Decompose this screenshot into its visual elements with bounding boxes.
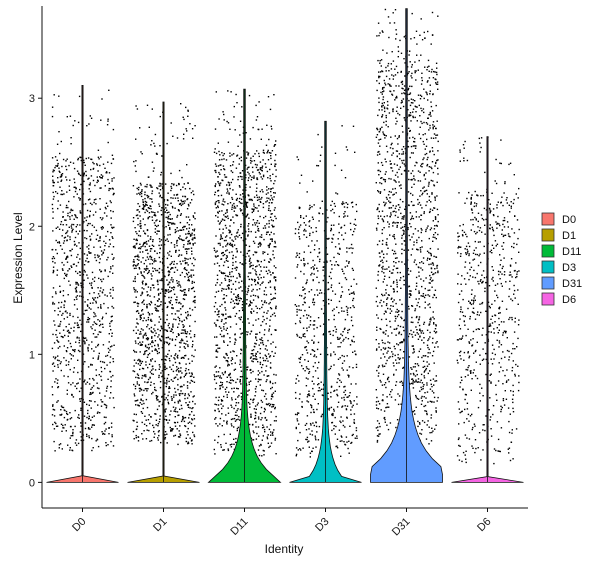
legend-swatch-D31 — [541, 276, 555, 290]
y-tick-label-3: 3 — [29, 93, 35, 105]
x-tick-label-D1: D1 — [151, 516, 169, 534]
legend: D0 D1 D11 D3 D31 D6 — [541, 212, 582, 306]
legend-label-D6: D6 — [562, 294, 576, 306]
x-axis-title: Identity — [265, 542, 304, 556]
violins-layer — [46, 8, 524, 483]
jitter-points-layer — [51, 8, 520, 465]
x-tick-label-D31: D31 — [390, 516, 413, 539]
y-tick-label-1: 1 — [29, 349, 35, 361]
legend-swatch-D3 — [541, 260, 555, 274]
legend-label-D11: D11 — [562, 246, 581, 258]
legend-label-D3: D3 — [562, 262, 576, 274]
jitter-points-D31 — [375, 8, 439, 446]
y-axis-title: Expression Level — [11, 212, 25, 303]
x-tick-label-D11: D11 — [228, 516, 250, 538]
y-tick-label-2: 2 — [29, 221, 35, 233]
legend-label-D1: D1 — [562, 230, 576, 242]
legend-swatch-D11 — [541, 244, 555, 258]
jitter-points-D11 — [213, 90, 277, 457]
jitter-points-D1 — [132, 103, 196, 446]
x-tick-label-D6: D6 — [475, 516, 493, 534]
x-tick-label-D0: D0 — [70, 516, 88, 534]
legend-swatch-D1 — [541, 228, 555, 242]
legend-label-D0: D0 — [562, 214, 576, 226]
x-tick-label-D3: D3 — [313, 516, 331, 534]
legend-label-D31: D31 — [562, 278, 582, 290]
axes-layer: 0 1 2 3 D0 D1 D11 D3 D31 D6 — [29, 6, 528, 538]
legend-swatch-D0 — [541, 212, 555, 226]
legend-swatch-D6 — [541, 292, 555, 306]
jitter-points-D0 — [51, 89, 115, 452]
y-tick-label-0: 0 — [29, 477, 35, 489]
